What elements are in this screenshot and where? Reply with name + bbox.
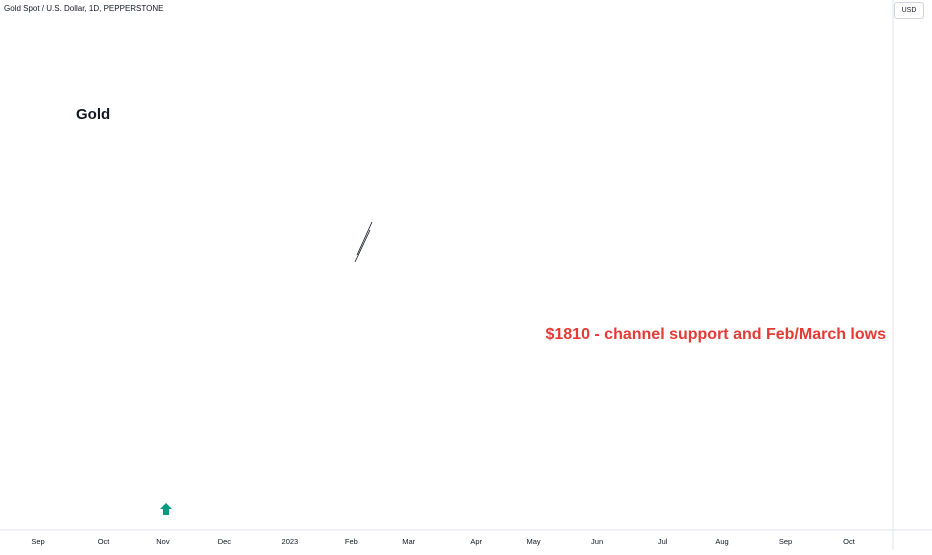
x-tick-label: Feb <box>345 537 358 546</box>
flag-line-lower <box>354 229 371 263</box>
asset-label: Gold <box>76 106 110 123</box>
chart-title: Gold Spot / U.S. Dollar, 1D, PEPPERSTONE <box>4 4 164 13</box>
x-tick-label: Aug <box>715 537 728 546</box>
price-axis-bg <box>893 0 932 550</box>
x-tick-label: Oct <box>843 537 856 546</box>
x-tick-label: Jun <box>591 537 603 546</box>
x-tick-label: Oct <box>98 537 111 546</box>
x-tick-label: 2023 <box>282 537 299 546</box>
x-tick-label: Dec <box>218 537 232 546</box>
x-tick-label: May <box>527 537 541 546</box>
x-tick-label: Apr <box>470 537 482 546</box>
x-tick-label: Mar <box>402 537 415 546</box>
support-note: $1810 - channel support and Feb/March lo… <box>545 326 886 343</box>
time-axis[interactable]: Sep Oct Nov Dec 2023 Feb Mar Apr May Jun Jul Aug Sep… <box>0 529 932 546</box>
x-tick-label: Sep <box>779 537 792 546</box>
flag-line-upper <box>356 221 373 256</box>
price-axis[interactable]: 1580.001600.001620.001640.001660.001680.… <box>892 0 932 550</box>
x-tick-label: Sep <box>31 537 44 546</box>
x-tick-label: Jul <box>658 537 668 546</box>
arrow-up-icon <box>160 503 172 515</box>
currency-button[interactable]: USD <box>894 2 924 19</box>
x-tick-label: Nov <box>156 537 170 546</box>
